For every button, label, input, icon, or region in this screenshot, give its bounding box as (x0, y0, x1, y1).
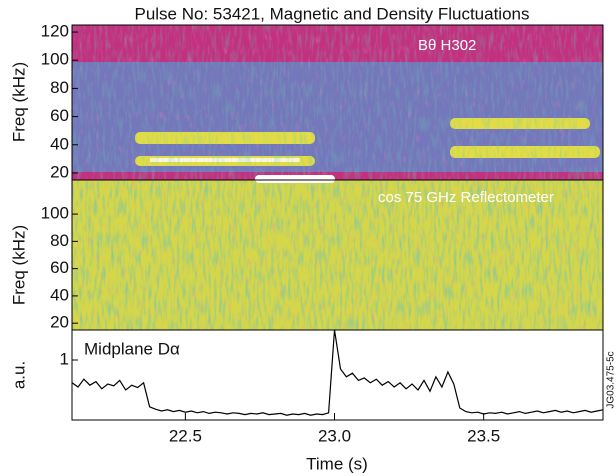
y-axis-label: Freq (kHz) (9, 225, 28, 305)
x-tick-label: 23.5 (467, 426, 500, 445)
y-tick-label: 120 (41, 22, 69, 41)
frame (71, 24, 604, 421)
y-axis-label: Freq (kHz) (9, 62, 28, 142)
chart-title: Pulse No: 53421, Magnetic and Density Fl… (134, 4, 529, 23)
spectrogram-image-top (72, 25, 603, 180)
x-tick-label: 22.5 (169, 426, 202, 445)
y-tick-label: 60 (50, 106, 69, 125)
y-tick-label: 80 (50, 78, 69, 97)
y-tick-label: 20 (50, 313, 69, 332)
annotation: Midplane Dα (84, 339, 180, 358)
trace (71, 329, 604, 416)
side-note: JG03.475-5c (606, 351, 616, 408)
y-tick-label: 100 (41, 50, 69, 69)
y-tick-label: 40 (50, 285, 69, 304)
x-axis-label: Time (s) (306, 454, 368, 473)
y-tick-label: 40 (50, 134, 69, 153)
annotation: Bθ H302 (418, 37, 476, 54)
y-axis-label: a.u. (9, 361, 28, 389)
annotation: cos 75 GHz Reflectometer (378, 189, 554, 206)
y-tick-label: 20 (50, 162, 69, 181)
spectrogram-image-bottom (72, 175, 603, 330)
y-tick-label: 100 (41, 204, 69, 223)
x-tick-label: 23.0 (318, 426, 351, 445)
y-tick-label: 80 (50, 231, 69, 250)
y-tick-label: 1 (60, 349, 69, 368)
y-tick-label: 60 (50, 258, 69, 277)
